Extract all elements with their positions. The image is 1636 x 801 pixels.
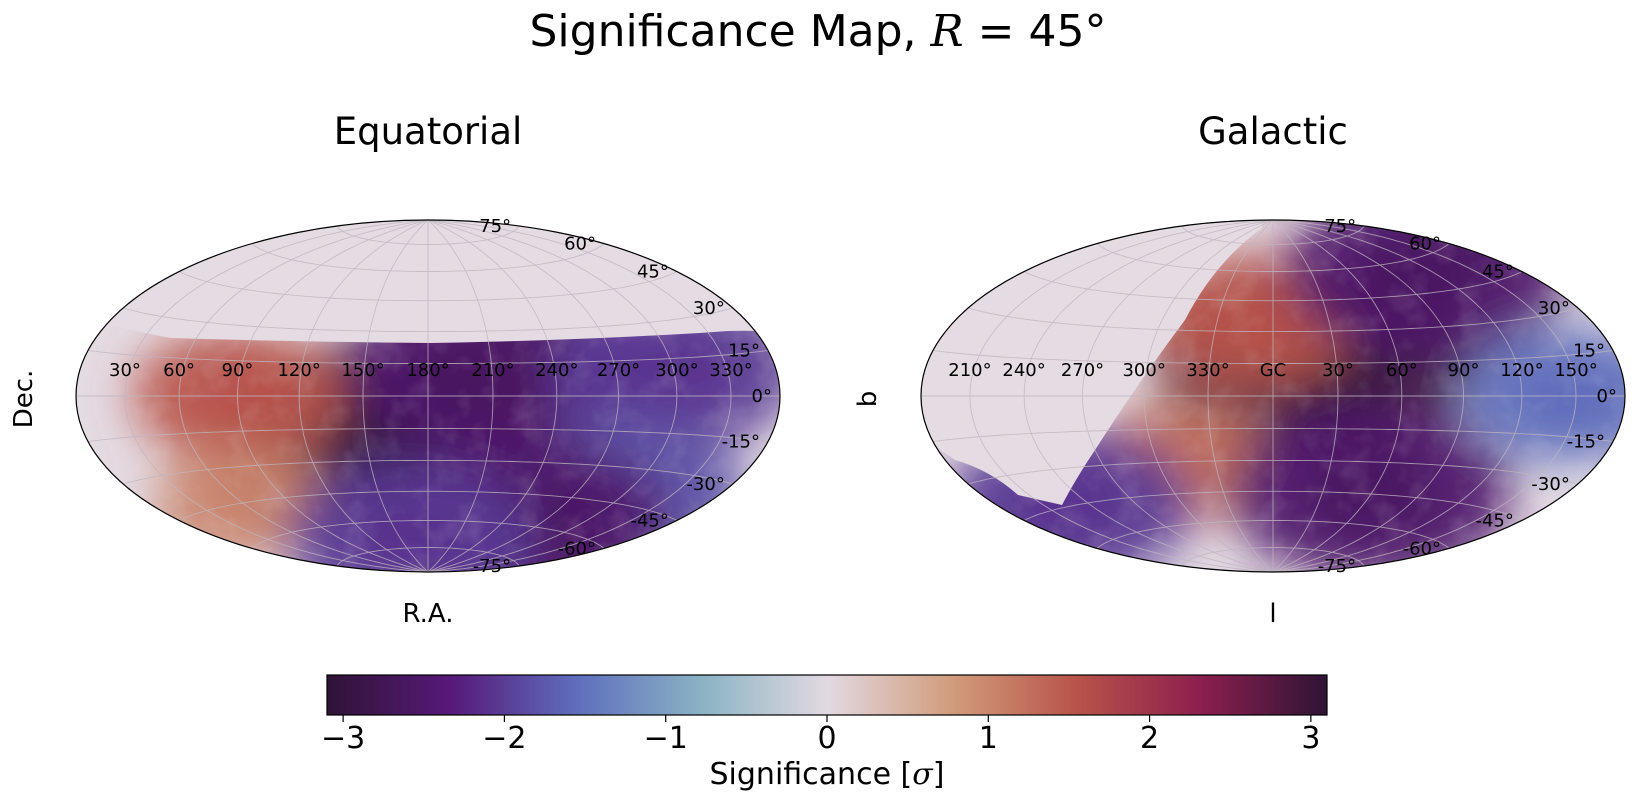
- parallel-line: [123, 307, 733, 333]
- longitude-tick-label: GC: [1260, 360, 1287, 381]
- longitude-tick-label: 30°: [109, 360, 141, 381]
- equatorial-map: [76, 220, 780, 572]
- equatorial-ylabel: Dec.: [9, 370, 39, 429]
- galactic-map: [921, 220, 1625, 572]
- parallel-line: [251, 520, 605, 549]
- longitude-tick-label: 120°: [1500, 360, 1543, 381]
- colorbar-gradient: [326, 674, 1328, 716]
- latitude-tick-label: 60°: [1409, 234, 1441, 255]
- galactic-panel: Galactic 150° 120° 90° 60° 30° GC 330° 300° 270°…: [853, 110, 1626, 629]
- longitude-tick-label: 330°: [1186, 360, 1229, 381]
- longitude-tick-label: 300°: [655, 360, 698, 381]
- longitude-tick-label: 210°: [471, 360, 514, 381]
- equatorial-empty-region: [76, 220, 780, 343]
- latitude-tick-label: -60°: [1403, 538, 1441, 559]
- parallel-line: [1181, 225, 1365, 245]
- longitude-tick-label: 30°: [1322, 360, 1354, 381]
- latitude-tick-label: -15°: [722, 432, 760, 453]
- equatorial-panel: Equatorial 330° 300° 270° 240° 210° 180° 150° 1…: [9, 110, 781, 629]
- parallel-line: [932, 349, 1614, 364]
- equatorial-xlabel: R.A.: [403, 599, 454, 629]
- colorbar-tick-label: 3: [1301, 721, 1320, 756]
- parallel-line: [1181, 547, 1365, 567]
- latitude-tick-label: -60°: [558, 538, 596, 559]
- parallel-line: [1023, 271, 1523, 302]
- latitude-tick-label: 75°: [1324, 216, 1356, 237]
- parallel-line: [123, 459, 733, 485]
- longitude-tick-label: 210°: [948, 360, 991, 381]
- galactic-boundary: [920, 219, 1626, 573]
- parallel-line: [178, 271, 678, 302]
- colorbar-tick-label: 1: [979, 721, 998, 756]
- equatorial-title: Equatorial: [334, 110, 523, 153]
- longitude-tick-label: 90°: [1448, 360, 1480, 381]
- longitude-tick-label: 330°: [709, 360, 752, 381]
- colorbar-tick-label: −2: [482, 721, 526, 756]
- parallel-line: [336, 225, 520, 245]
- parallel-line: [932, 428, 1614, 443]
- latitude-tick-label: 45°: [637, 262, 669, 283]
- colorbar-label: Significance [σ]: [710, 757, 945, 792]
- parallel-line: [87, 428, 769, 443]
- latitude-tick-label: -75°: [1318, 556, 1356, 577]
- parallel-line: [968, 459, 1578, 485]
- longitude-tick-label: 240°: [535, 360, 578, 381]
- parallel-line: [1096, 243, 1450, 272]
- parallel-line: [1096, 520, 1450, 549]
- colorbar: −3 −2 −1 0 1 2 3 Significance [σ]: [321, 674, 1328, 792]
- latitude-tick-label: -30°: [686, 474, 724, 495]
- latitude-tick-label: 15°: [1573, 340, 1605, 361]
- longitude-tick-label: 120°: [277, 360, 320, 381]
- longitude-tick-label: 60°: [163, 360, 195, 381]
- longitude-tick-label: 150°: [1554, 360, 1597, 381]
- latitude-tick-label: 15°: [728, 340, 760, 361]
- longitude-tick-label: 270°: [1061, 360, 1104, 381]
- parallel-line: [178, 490, 678, 521]
- latitude-tick-label: -15°: [1567, 432, 1605, 453]
- latitude-tick-label: -30°: [1531, 474, 1569, 495]
- longitude-tick-label: 150°: [341, 360, 384, 381]
- latitude-tick-label: 45°: [1482, 262, 1514, 283]
- galactic-xlabel: l: [1269, 599, 1276, 629]
- latitude-tick-label: 30°: [693, 298, 725, 319]
- longitude-tick-label: 300°: [1122, 360, 1165, 381]
- latitude-tick-label: 60°: [564, 234, 596, 255]
- latitude-tick-label: 30°: [1538, 298, 1570, 319]
- parallel-line: [251, 243, 605, 272]
- parallel-line: [336, 547, 520, 567]
- latitude-tick-label: -45°: [630, 510, 668, 531]
- longitude-tick-label: 180°: [406, 360, 449, 381]
- equatorial-boundary: [75, 219, 781, 573]
- latitude-tick-label: -75°: [473, 556, 511, 577]
- colorbar-tick-label: −3: [321, 721, 365, 756]
- longitude-tick-label: 270°: [597, 360, 640, 381]
- figure-title: Significance Map, R = 45°: [529, 6, 1107, 57]
- galactic-ylabel: b: [853, 391, 883, 408]
- longitude-tick-label: 240°: [1002, 360, 1045, 381]
- colorbar-tick-label: 0: [817, 721, 836, 756]
- longitude-tick-label: 90°: [222, 360, 254, 381]
- parallel-line: [1023, 490, 1523, 521]
- latitude-tick-label: 75°: [479, 216, 511, 237]
- colorbar-tick-label: −1: [644, 721, 688, 756]
- colorbar-tick-label: 2: [1140, 721, 1159, 756]
- galactic-empty-region: [921, 220, 1262, 505]
- latitude-tick-label: 0°: [752, 386, 772, 407]
- parallel-line: [87, 349, 769, 364]
- parallel-line: [968, 307, 1578, 333]
- latitude-tick-label: -45°: [1475, 510, 1513, 531]
- longitude-tick-label: 60°: [1386, 360, 1418, 381]
- latitude-tick-label: 0°: [1597, 386, 1617, 407]
- galactic-title: Galactic: [1198, 110, 1348, 153]
